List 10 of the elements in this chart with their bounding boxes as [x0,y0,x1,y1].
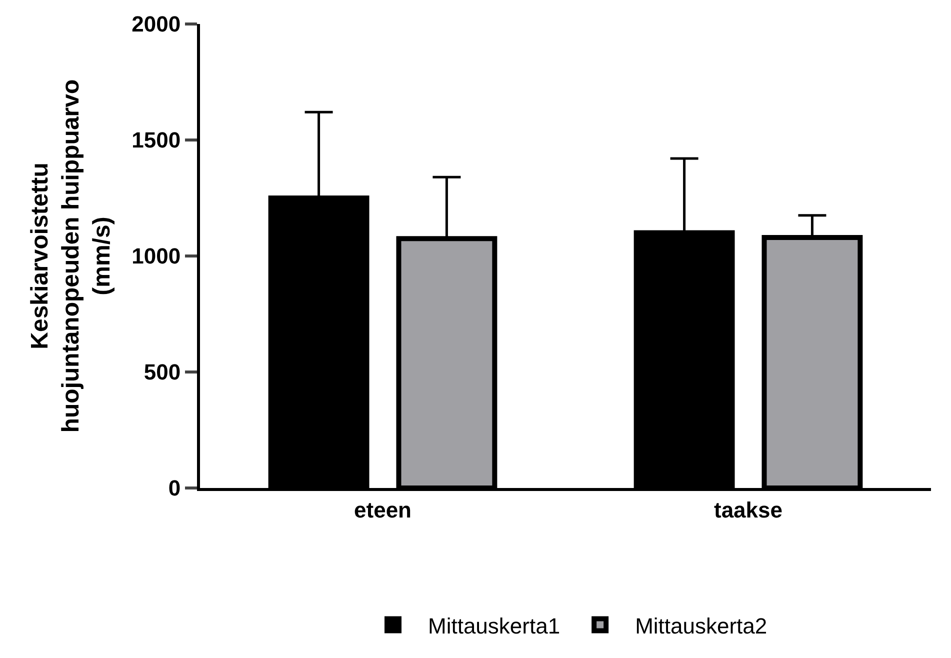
x-tick-label: eteen [354,497,412,522]
y-tick-label: 1000 [132,244,181,269]
y-tick-label: 0 [168,476,181,501]
y-tick-label: 2000 [132,12,181,37]
y-tick-label: 500 [144,360,181,385]
legend-label: Mittauskerta1 [428,613,560,638]
x-tick-label: taakse [714,497,783,522]
y-tick-label: 1500 [132,128,181,153]
y-axis-title: Keskiarvoistettu huojuntanopeuden huippuarvo (mm/s) [26,79,116,433]
legend-label: Mittauskerta2 [635,613,768,638]
